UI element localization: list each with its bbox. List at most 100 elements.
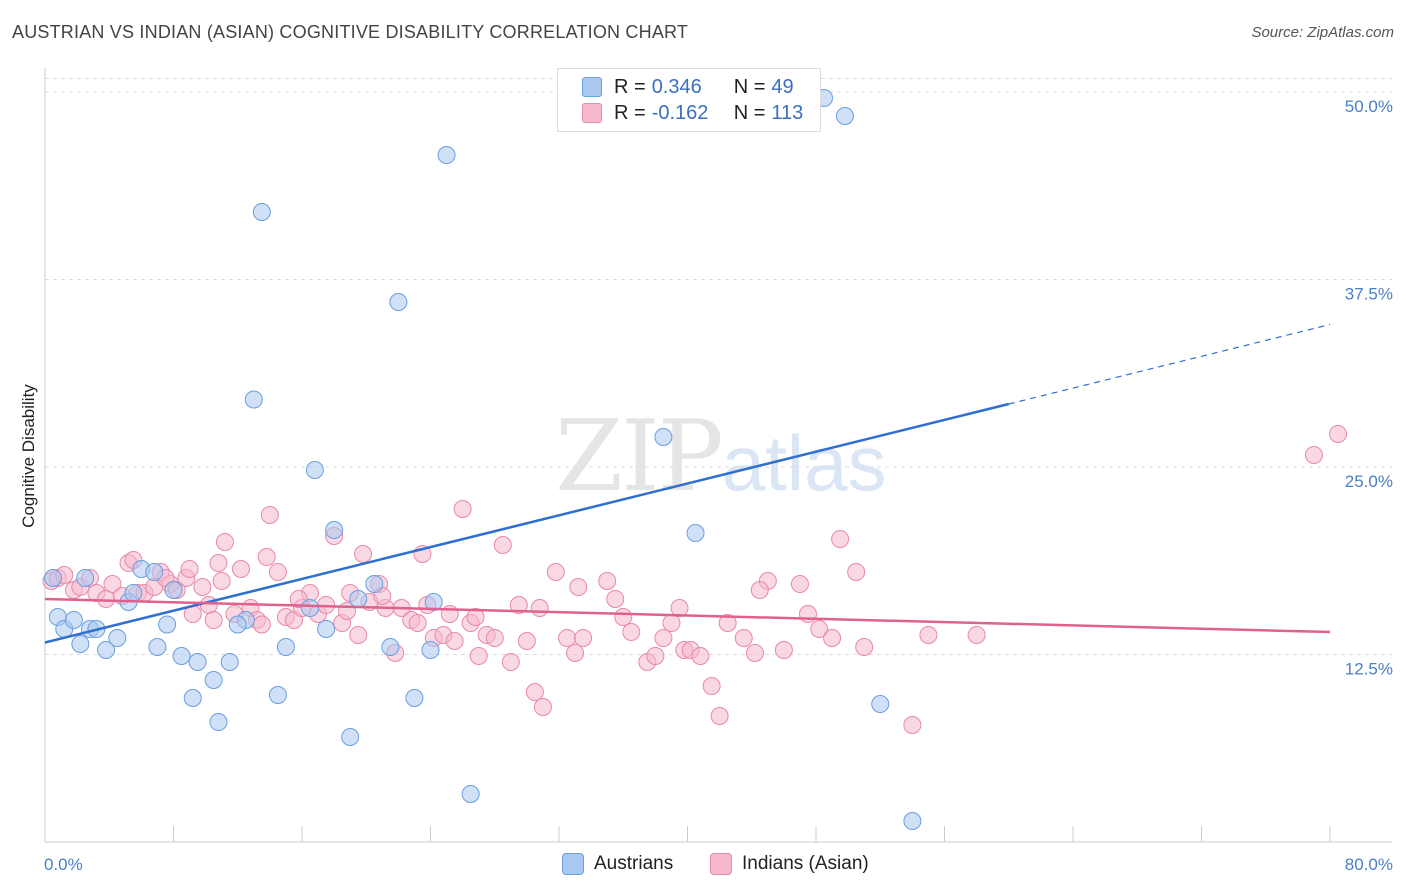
indians-point xyxy=(546,563,565,581)
austrians-point xyxy=(424,593,443,611)
indians-point xyxy=(453,500,472,518)
indians-point xyxy=(445,632,464,650)
indians-point xyxy=(1304,446,1323,464)
y-tick-label: 50.0% xyxy=(1345,97,1393,116)
austrians-point xyxy=(158,615,177,634)
austrians-point xyxy=(124,584,143,602)
indians-point xyxy=(533,698,552,716)
austrians-point xyxy=(172,647,191,665)
indians-point xyxy=(598,572,617,590)
indians-point xyxy=(193,578,212,596)
austrians-point xyxy=(204,671,223,689)
indians-points xyxy=(42,425,1348,734)
axes xyxy=(44,68,1392,843)
austrians-point xyxy=(365,575,384,593)
indians-point xyxy=(408,614,427,632)
austrians-point xyxy=(228,615,247,634)
austrians-point xyxy=(164,581,183,599)
austrians-point xyxy=(325,521,344,539)
indians-point xyxy=(810,620,829,638)
indians-point xyxy=(215,533,234,551)
austrians-point xyxy=(252,203,271,221)
indians-point xyxy=(485,629,504,647)
indians-point xyxy=(493,536,512,554)
indians-point xyxy=(1329,425,1348,443)
austrians-point xyxy=(405,689,424,707)
austrians-point xyxy=(44,569,63,587)
indians-point xyxy=(525,683,544,701)
indians-point xyxy=(209,554,228,572)
indians-point xyxy=(354,545,373,563)
indians-point xyxy=(103,575,122,593)
bottom-legend-austrians[interactable]: Austrians xyxy=(562,852,673,876)
indians-point xyxy=(349,626,368,644)
indians-point xyxy=(919,626,938,644)
austrians-point xyxy=(276,638,295,656)
y-axis-title: Cognitive Disability xyxy=(19,384,38,528)
austrians-point xyxy=(244,390,263,409)
legend-row-austrians: R = 0.346 N = 49 xyxy=(582,75,794,99)
indians-point xyxy=(252,615,271,634)
indians-point xyxy=(823,629,842,647)
indians-point xyxy=(530,599,549,617)
austrians-point xyxy=(317,620,336,638)
austrians-trend-extension xyxy=(1008,323,1331,405)
indians-point xyxy=(967,626,986,644)
indians-point xyxy=(774,641,793,659)
indians-point xyxy=(654,629,673,647)
austrians-point xyxy=(76,569,95,587)
indians-point xyxy=(702,677,721,695)
indians-point xyxy=(566,644,585,662)
indians-point xyxy=(903,716,922,734)
indians-point xyxy=(260,506,279,524)
austrians-point xyxy=(209,713,228,731)
austrians-legend-label: Austrians xyxy=(594,853,674,874)
austrians-point xyxy=(686,524,705,542)
austrians-point xyxy=(654,428,673,446)
indians-point xyxy=(558,629,577,647)
indians-legend-label: Indians (Asian) xyxy=(742,853,869,874)
indians-point xyxy=(831,530,850,548)
indians-point xyxy=(204,611,223,629)
indians-point xyxy=(574,629,593,647)
austrians-point xyxy=(220,653,239,671)
austrians-points xyxy=(44,89,922,830)
austrians-point xyxy=(301,599,320,617)
austrians-swatch xyxy=(582,77,602,97)
indians-point xyxy=(855,638,874,656)
austrians-point xyxy=(71,635,90,653)
indians-point xyxy=(469,647,488,665)
r-value: 0.346 xyxy=(651,75,702,98)
austrians-point xyxy=(871,695,890,713)
indians-point xyxy=(569,578,588,596)
austrians-point xyxy=(437,146,456,164)
legend-row-indians: R = -0.162 N = 113 xyxy=(582,101,803,125)
indians-point xyxy=(734,629,753,647)
indians-point xyxy=(517,632,536,650)
austrians-point xyxy=(421,641,440,659)
indians-point xyxy=(606,590,625,608)
n-value: 113 xyxy=(771,101,804,124)
indians-point xyxy=(199,596,218,614)
trend-lines xyxy=(44,323,1331,644)
indians-point xyxy=(231,560,250,578)
r-label: R = xyxy=(614,101,646,124)
austrians-point xyxy=(835,107,854,125)
austrians-point xyxy=(341,728,360,746)
watermark-atlas: atlas xyxy=(721,419,887,507)
austrians-point xyxy=(148,638,167,656)
indians-point xyxy=(268,563,287,581)
indians-trend-line xyxy=(44,597,1331,634)
y-tick-label: 12.5% xyxy=(1345,660,1393,679)
source-label: Source: ZipAtlas.com xyxy=(1251,24,1394,41)
x-tick-label-max: 80.0% xyxy=(1345,855,1393,874)
bottom-legend-indians[interactable]: Indians (Asian) xyxy=(710,852,869,876)
r-value: -0.162 xyxy=(651,101,709,124)
austrians-point xyxy=(389,293,408,311)
austrians-point xyxy=(305,461,324,479)
indians-point xyxy=(646,647,665,665)
austrians-point xyxy=(64,611,83,629)
stats-legend: R = 0.346 N = 49 R = -0.162 N = 113 xyxy=(557,68,821,132)
indians-point xyxy=(97,590,116,608)
y-tick-label: 25.0% xyxy=(1345,472,1393,491)
